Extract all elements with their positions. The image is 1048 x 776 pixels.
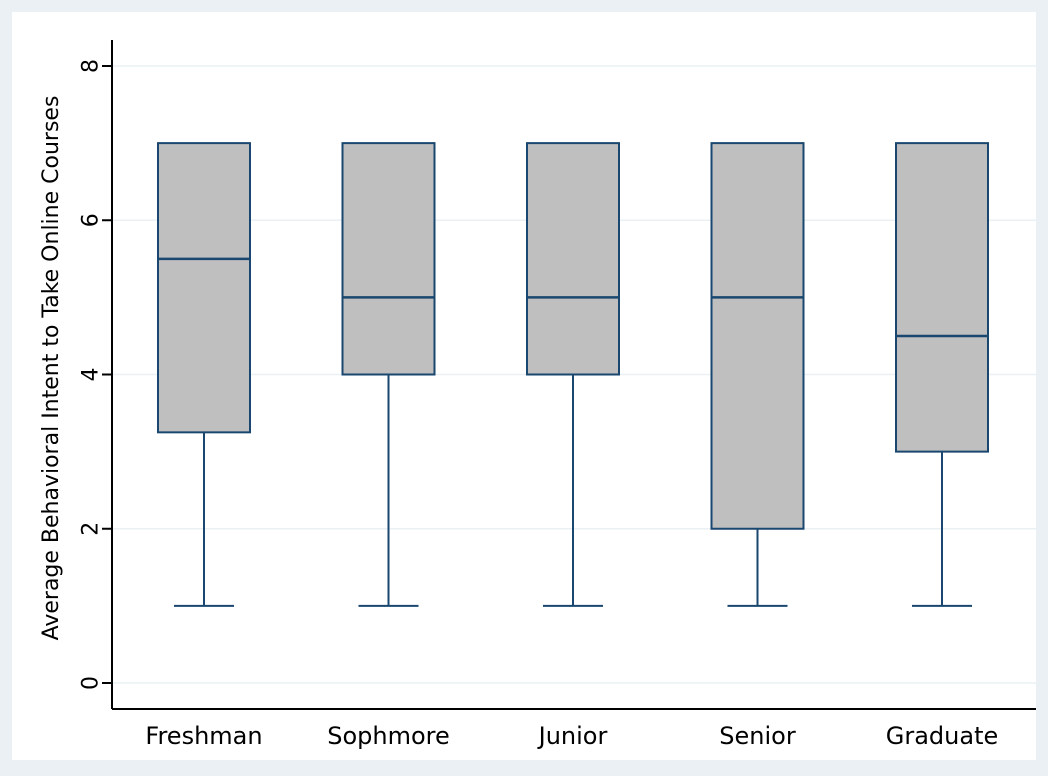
x-category-label: Sophmore	[327, 722, 450, 750]
iqr-box	[343, 143, 435, 374]
y-axis-title: Average Behavioral Intent to Take Online…	[39, 96, 64, 641]
y-tick-label: 2	[79, 522, 104, 536]
iqr-box	[712, 143, 804, 529]
x-category-label: Junior	[537, 722, 608, 750]
x-category-label: Senior	[719, 722, 796, 750]
y-tick-label: 6	[79, 213, 104, 227]
x-category-label: Freshman	[145, 722, 262, 750]
iqr-box	[158, 143, 250, 432]
y-tick-label: 4	[79, 368, 104, 382]
x-category-label: Graduate	[886, 722, 999, 750]
y-tick-label: 0	[79, 676, 104, 690]
y-tick-label: 8	[79, 59, 104, 73]
iqr-box	[896, 143, 988, 452]
iqr-box	[527, 143, 619, 374]
